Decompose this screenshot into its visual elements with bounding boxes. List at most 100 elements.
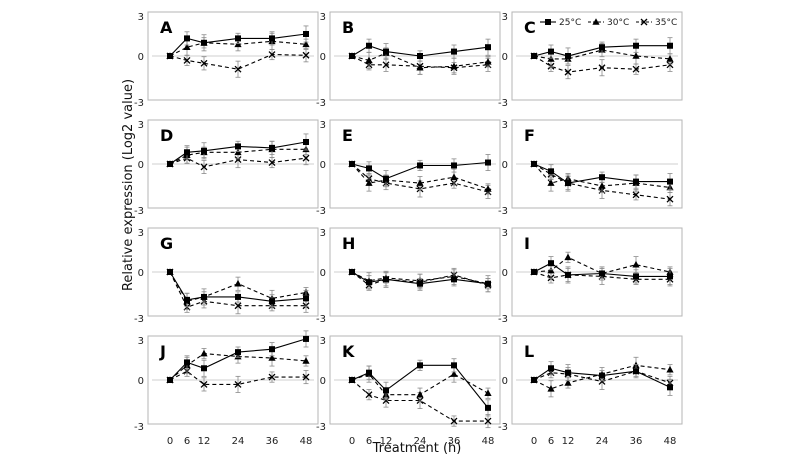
y-tick-label: -3 xyxy=(134,422,144,433)
panel-c: 3 0 -3 C 25°C 30°C 35°C xyxy=(498,11,683,109)
marker-stroke xyxy=(564,68,572,76)
data-point xyxy=(531,53,537,59)
marker-stroke xyxy=(200,163,208,171)
marker-stroke xyxy=(234,65,242,73)
data-point xyxy=(632,65,640,73)
panel-label: E xyxy=(342,126,353,145)
data-point xyxy=(235,293,241,300)
data-point xyxy=(269,298,275,305)
data-point xyxy=(450,370,458,377)
data-point xyxy=(451,362,457,369)
data-point xyxy=(200,349,208,357)
data-point xyxy=(302,51,310,59)
data-point xyxy=(416,390,424,398)
data-point xyxy=(167,377,173,383)
data-point xyxy=(667,42,673,49)
panel-label: H xyxy=(342,234,355,253)
marker-stroke xyxy=(365,391,373,399)
marker-stroke xyxy=(666,61,674,69)
data-point xyxy=(565,180,571,187)
data-point xyxy=(416,179,424,186)
data-point xyxy=(633,42,639,49)
legend-item: 30°C xyxy=(588,18,629,28)
data-point xyxy=(302,357,310,364)
panel-a: 3 0 -3 A xyxy=(134,11,319,109)
data-point xyxy=(303,335,309,342)
data-point xyxy=(666,55,674,62)
y-tick-label: 3 xyxy=(502,120,508,131)
y-tick-label: -3 xyxy=(316,206,326,217)
marker-stroke xyxy=(450,417,458,425)
data-point xyxy=(183,43,191,50)
data-point xyxy=(548,48,554,55)
series-line-25c xyxy=(169,271,307,302)
y-tick-label: -3 xyxy=(316,422,326,433)
y-tick-label: 0 xyxy=(502,160,508,171)
data-point xyxy=(383,387,389,394)
series-line-30c xyxy=(533,364,671,390)
marker-stroke xyxy=(268,51,276,58)
data-point xyxy=(184,359,190,366)
y-tick-label: 3 xyxy=(138,12,144,23)
data-point xyxy=(235,35,241,42)
data-point xyxy=(598,64,606,72)
data-point xyxy=(450,173,458,180)
x-tick-label: 6 xyxy=(184,436,190,447)
data-point xyxy=(417,362,423,369)
y-tick-label: 0 xyxy=(320,52,326,63)
data-point xyxy=(451,48,457,55)
data-point xyxy=(365,391,373,399)
legend-label: 35°C xyxy=(655,18,677,28)
panel-j: 30-30 6 12 24 36 48J xyxy=(134,330,319,447)
series-line-30c xyxy=(351,163,489,190)
marker-stroke xyxy=(484,417,492,425)
data-point xyxy=(349,161,355,167)
series-line-35c xyxy=(533,370,671,384)
data-point xyxy=(366,279,372,286)
panel-label: K xyxy=(342,342,355,361)
x-tick-label: 48 xyxy=(300,436,313,447)
data-point xyxy=(200,380,208,388)
marker-stroke xyxy=(598,378,606,385)
data-point xyxy=(302,40,310,48)
marker-stroke xyxy=(200,59,208,67)
data-point xyxy=(234,279,242,287)
y-tick-label: 0 xyxy=(138,268,144,279)
data-point xyxy=(564,379,572,386)
data-point xyxy=(484,417,492,425)
x-tick-label: 0 xyxy=(531,436,537,447)
data-point xyxy=(365,56,373,64)
data-point xyxy=(485,404,491,411)
y-tick-label: -3 xyxy=(134,98,144,109)
data-point xyxy=(632,191,640,199)
y-tick-label: 3 xyxy=(320,12,326,23)
x-tick-label: 36 xyxy=(630,436,643,447)
data-point xyxy=(548,260,554,267)
panel-label: L xyxy=(524,342,534,361)
panel-label: B xyxy=(342,18,354,37)
x-tick-label: 0 xyxy=(349,436,355,447)
marker-stroke xyxy=(268,373,276,381)
data-point xyxy=(547,179,555,186)
x-tick-label: 24 xyxy=(232,436,245,447)
data-point xyxy=(417,53,423,59)
data-point xyxy=(201,365,207,372)
panel-l: 30-30 6 12 24 36 48L xyxy=(498,335,683,447)
series-line-35c xyxy=(169,370,306,385)
series-line-30c xyxy=(169,271,307,302)
data-point xyxy=(268,159,276,166)
marker-stroke xyxy=(234,156,242,164)
data-point xyxy=(485,159,491,166)
x-tick-label: 36 xyxy=(266,436,279,447)
series-line-35c xyxy=(533,55,671,73)
panel-label: F xyxy=(524,126,535,145)
x-tick-label: 6 xyxy=(548,436,554,447)
data-point xyxy=(484,185,492,192)
marker-stroke xyxy=(234,302,242,310)
marker-stroke xyxy=(302,51,310,59)
y-tick-label: 0 xyxy=(138,376,144,387)
y-tick-label: 0 xyxy=(320,268,326,279)
series-line-35c xyxy=(351,163,489,193)
y-tick-label: 0 xyxy=(320,160,326,171)
data-point xyxy=(303,139,309,145)
